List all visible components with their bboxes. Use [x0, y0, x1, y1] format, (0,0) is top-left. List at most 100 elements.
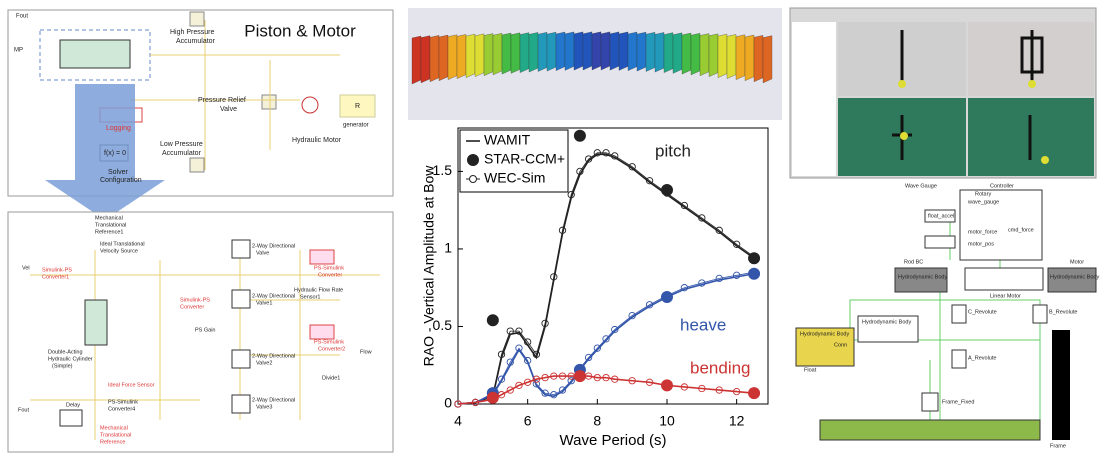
beam-slice	[564, 31, 575, 71]
block-label: Hydraulic Cylinder	[48, 356, 93, 362]
fixed-block	[921, 392, 939, 412]
wec-sim-marker	[593, 344, 601, 352]
wec-sim-marker	[497, 391, 506, 399]
block-label: float_accel	[928, 213, 954, 219]
block-label: Reference1	[95, 229, 123, 235]
block-label: Translational	[100, 432, 131, 438]
wec-sim-marker	[628, 163, 636, 171]
block-label: Valve3	[256, 404, 272, 410]
beam-slice	[483, 33, 494, 77]
wec-sim-marker	[515, 381, 523, 390]
legend-swatch	[469, 175, 477, 183]
wec-sim-marker	[645, 378, 654, 386]
valve-icon	[261, 94, 277, 110]
block-label: Converter	[318, 272, 342, 278]
wec-sim-marker	[715, 386, 723, 394]
legend-label: WAMIT	[484, 132, 531, 148]
block-label: Fout	[18, 407, 29, 413]
beam-slice	[555, 31, 566, 71]
beam-slice	[609, 31, 620, 71]
block-label: Motor	[1070, 259, 1084, 265]
converter-block	[309, 324, 335, 340]
wec-sim-marker	[680, 383, 689, 391]
block-label: Linear Motor	[990, 293, 1021, 299]
wec-sim-marker	[645, 301, 654, 309]
float-model	[900, 132, 908, 140]
beam-slice	[708, 33, 719, 77]
wec-sim-marker	[497, 375, 506, 383]
block-label: Wave Gauge	[905, 183, 937, 189]
beam-slice	[600, 31, 611, 71]
beam-slice	[717, 33, 728, 78]
beam-render	[411, 31, 773, 85]
wec-sim-marker	[680, 201, 689, 210]
block-label: Hydrodynamic Body	[862, 319, 911, 325]
beam-slice	[753, 35, 764, 83]
beam-slice	[654, 32, 665, 73]
beam-slice	[447, 34, 458, 80]
block-label: Controller	[990, 183, 1014, 189]
beam-slice	[474, 33, 485, 77]
wec-sim-marker	[733, 240, 741, 248]
block-label: Valve2	[256, 360, 272, 366]
connections	[130, 20, 340, 170]
block-label: Translational	[95, 222, 126, 228]
block-label: Double-Acting	[48, 349, 83, 355]
delay-block	[59, 409, 83, 427]
beam-slice	[591, 31, 602, 71]
y-tick-label: 0	[444, 395, 452, 411]
block-label: PS-Simulink	[314, 265, 344, 271]
block-label: Accumulator	[176, 38, 216, 45]
star-ccm-marker	[486, 314, 499, 327]
input-block	[924, 235, 956, 249]
block-label: Converter4	[108, 406, 135, 412]
beam-slice	[699, 33, 710, 77]
block-label: Valve	[256, 250, 269, 256]
wec-sim-marker	[506, 386, 514, 394]
block-label: Flow	[360, 349, 372, 355]
accumulator-icon	[189, 11, 205, 27]
star-ccm-marker	[660, 379, 673, 392]
block-label: Fout	[16, 14, 28, 20]
block-label: 2-Way Directional	[252, 353, 295, 359]
legend-label: WEC-Sim	[484, 170, 545, 186]
block-label: Sensor1	[300, 294, 321, 300]
wec-sim-marker	[602, 149, 610, 157]
beam-slice	[573, 31, 584, 71]
body-block	[1047, 267, 1097, 293]
block-label: generator	[343, 123, 369, 129]
block-label: PS-Simulink	[108, 399, 138, 405]
block-label: Mechanical	[100, 425, 128, 431]
beam-slice	[456, 34, 467, 79]
wec-sim-marker	[584, 155, 593, 163]
beam-slice	[636, 31, 647, 72]
block-label: Conn	[834, 342, 847, 348]
float-model	[1041, 156, 1049, 164]
generator-block	[339, 94, 376, 118]
star-ccm-marker	[748, 387, 761, 400]
beam-slice	[681, 32, 692, 75]
wec-sim-marker	[715, 226, 723, 234]
beam-slice	[510, 32, 521, 74]
block-label: High Pressure	[170, 29, 214, 36]
wec-sim-marker	[550, 273, 558, 281]
wec-sim-marker	[506, 358, 514, 366]
block-label: Ideal Force Sensor	[108, 382, 155, 388]
star-ccm-marker	[748, 267, 761, 280]
beam-slice	[726, 34, 737, 79]
block-label: (Simple)	[52, 363, 73, 369]
wec-sim-marker	[645, 177, 654, 185]
wec-sim-marker	[698, 214, 706, 222]
beam-slice	[420, 35, 431, 84]
wec-sim-marker	[497, 350, 506, 359]
y-tick-label: 1.5	[433, 162, 453, 178]
block-label: Ideal Translational	[100, 241, 145, 247]
block-label: wave_gauge	[967, 199, 999, 205]
block-label: Logging	[106, 125, 131, 132]
block-label: Converter2	[318, 346, 345, 352]
wec-sim-marker	[515, 327, 523, 335]
wec-sim-marker	[558, 226, 567, 234]
wec-sim-marker	[454, 400, 462, 408]
beam-slice	[537, 32, 548, 72]
valve-block	[231, 394, 251, 414]
